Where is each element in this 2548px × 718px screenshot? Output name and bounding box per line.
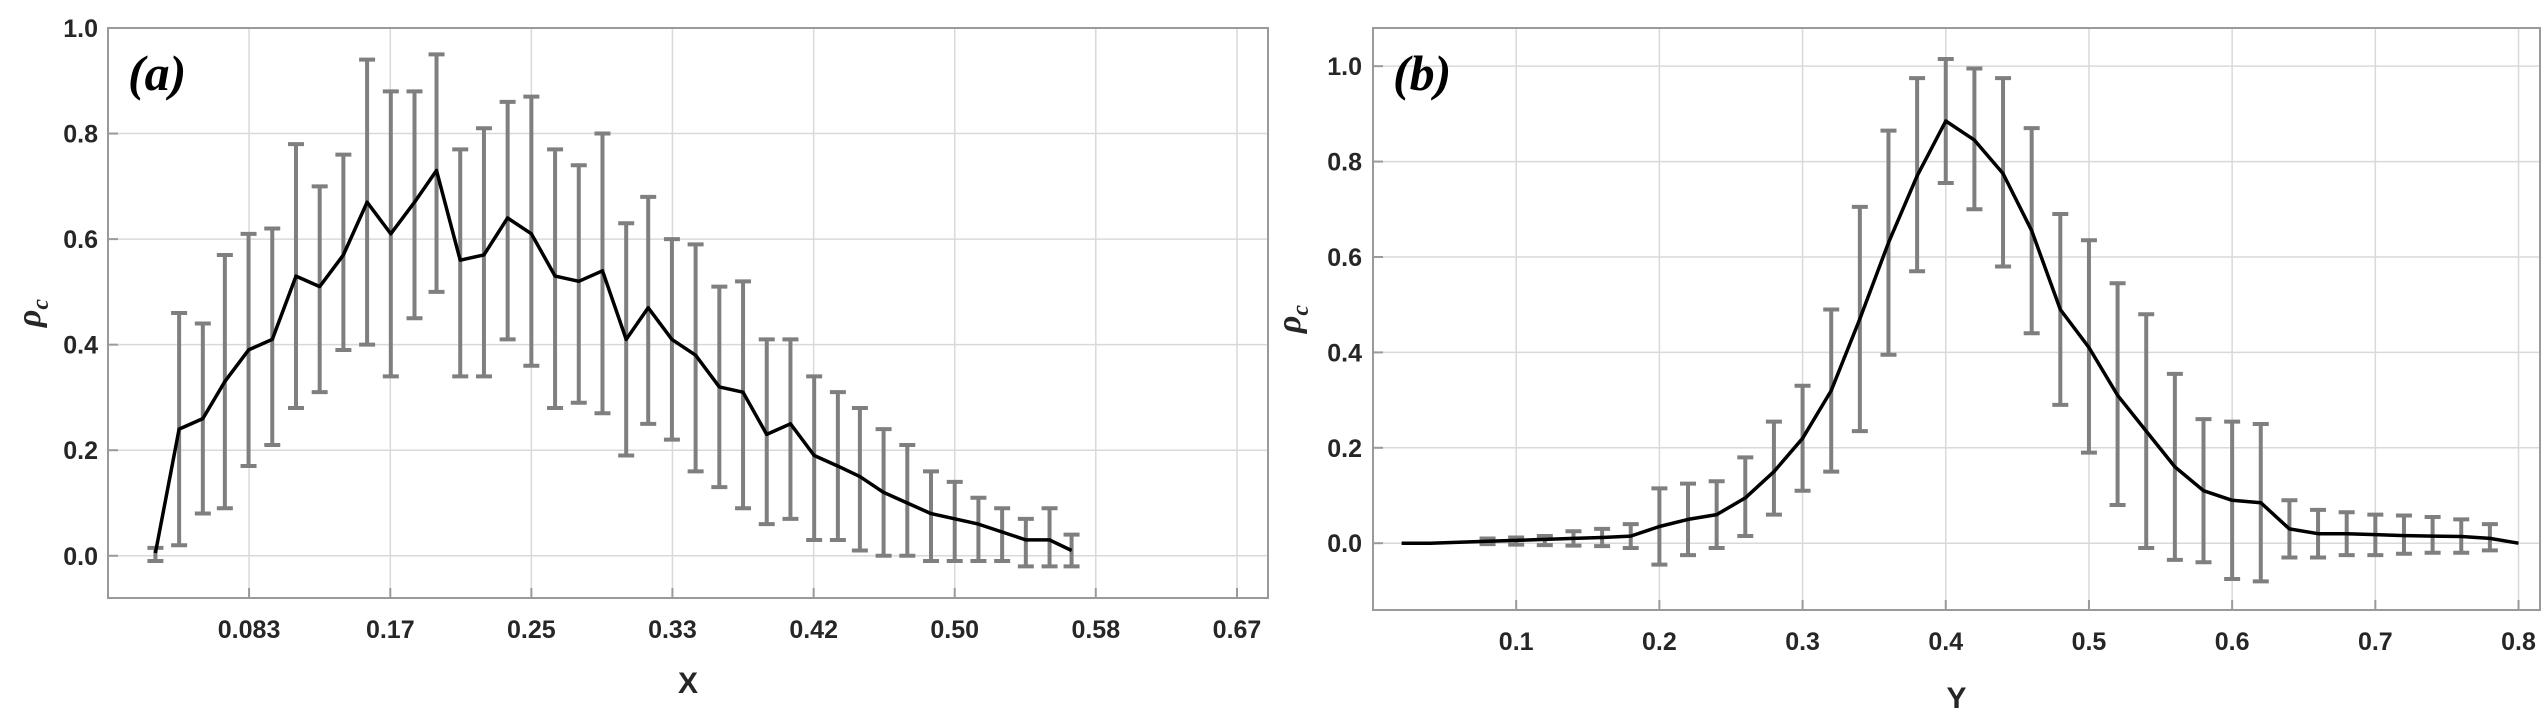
x-tick-label: 0.1: [1499, 628, 1534, 656]
y-tick-label: 1.0: [63, 15, 98, 43]
y-tick-label: 0.4: [63, 332, 98, 360]
x-tick-label: 0.5: [2072, 628, 2107, 656]
x-tick-label: 0.50: [930, 616, 979, 644]
x-tick-label: 0.2: [1642, 628, 1677, 656]
y-axis-label-subscript: c: [28, 299, 54, 310]
x-tick-label: 0.42: [789, 616, 838, 644]
x-tick-label: 0.3: [1785, 628, 1820, 656]
x-tick-label: 0.4: [1928, 628, 1963, 656]
series-line: [153, 168, 1073, 554]
y-tick-label: 1.0: [1327, 53, 1362, 81]
x-tick-label: 0.6: [2215, 628, 2250, 656]
panel-b: 0.1 0.2 0.3 0.4 0.5 0.6 0.7 0.8 0.0 0.2 0.4 0.6 0.8 1…: [1271, 27, 2541, 715]
x-tick-label: 0.7: [2358, 628, 2393, 656]
plot-frame: [1372, 27, 2541, 611]
x-tick-label: 0.25: [507, 616, 556, 644]
x-tick-label: 0.33: [648, 616, 697, 644]
y-axis-label: ρc: [1271, 305, 1314, 335]
panel-a: 0.083 0.17 0.25 0.33 0.42 0.50 0.58 0.67 0.0 0.2 0…: [11, 15, 1269, 700]
x-axis-label: X: [678, 667, 698, 700]
panel-label: (b): [1393, 45, 1451, 101]
y-tick-label: 0.8: [63, 121, 98, 149]
x-tick-label: 0.8: [2501, 628, 2536, 656]
y-axis-label-symbol: ρ: [1271, 316, 1308, 335]
y-axis-label-symbol: ρ: [11, 310, 48, 329]
y-tick-label: 0.8: [1327, 149, 1362, 177]
y-axis-label-subscript: c: [1288, 305, 1314, 316]
y-tick-label: 0.0: [63, 543, 98, 571]
y-tick-label: 0.2: [1327, 435, 1362, 463]
plot-frame: [107, 27, 1269, 599]
x-tick-label: 0.083: [218, 616, 281, 644]
y-tick-label: 0.4: [1327, 339, 1362, 367]
y-axis-label: ρc: [11, 299, 54, 329]
y-tick-label: 0.6: [63, 226, 98, 254]
x-tick-label: 0.58: [1071, 616, 1120, 644]
y-tick-label: 0.0: [1327, 530, 1362, 558]
x-tick-label: 0.67: [1213, 616, 1262, 644]
y-tick-label: 0.2: [63, 437, 98, 465]
x-axis-label: Y: [1946, 682, 1966, 715]
series-line: [1401, 119, 2519, 545]
panel-label: (a): [128, 45, 186, 101]
x-tick-label: 0.17: [366, 616, 415, 644]
y-tick-label: 0.6: [1327, 244, 1362, 272]
